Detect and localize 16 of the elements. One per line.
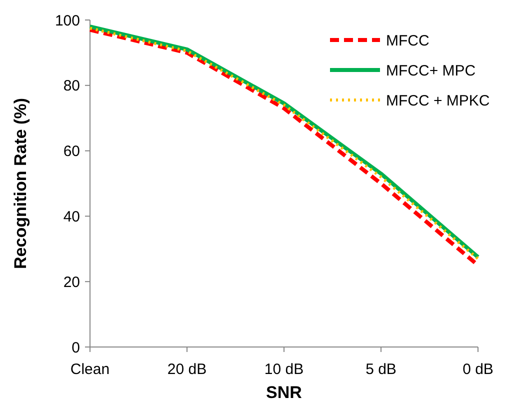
y-tick-label: 80 bbox=[63, 78, 80, 95]
x-tick-label: Clean bbox=[70, 361, 110, 378]
y-tick-label: 60 bbox=[63, 143, 80, 160]
legend-label: MFCC+ MPC bbox=[386, 62, 476, 80]
y-axis-title: Recognition Rate (%) bbox=[11, 98, 30, 269]
y-tick-label: 0 bbox=[72, 339, 80, 356]
x-tick-label: 10 dB bbox=[264, 361, 304, 378]
x-tick-label: 5 dB bbox=[366, 361, 396, 378]
y-tick-label: 40 bbox=[63, 208, 80, 226]
x-tick-label: 20 dB bbox=[167, 361, 207, 378]
x-tick-label: 0 dB bbox=[462, 361, 494, 378]
legend-label: MFCC + MPKC bbox=[386, 92, 490, 110]
y-tick-label: 100 bbox=[54, 12, 80, 30]
legend-label: MFCC bbox=[386, 32, 430, 50]
x-axis-title: SNR bbox=[266, 383, 302, 402]
y-tick-label: 20 bbox=[63, 274, 80, 291]
